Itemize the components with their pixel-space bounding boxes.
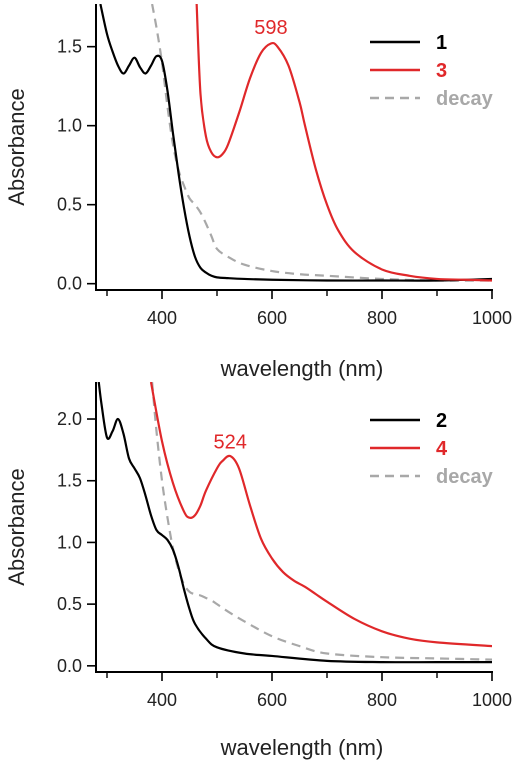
x-tick-label: 400 xyxy=(147,690,177,710)
y-axis-title: Absorbance xyxy=(4,468,29,585)
x-tick-label: 1000 xyxy=(472,690,512,710)
x-tick-label: 400 xyxy=(147,308,177,328)
peak-annotation: 598 xyxy=(254,17,287,39)
series-line-compound-1 xyxy=(99,4,492,282)
x-axis-title: wavelength (nm) xyxy=(220,735,384,760)
y-tick-label: 1.0 xyxy=(57,532,82,552)
x-tick-label: 800 xyxy=(367,308,397,328)
legend-label: 4 xyxy=(436,438,448,460)
legend-label: 3 xyxy=(436,60,447,82)
x-tick-label: 600 xyxy=(257,690,287,710)
y-tick-label: 1.0 xyxy=(57,116,82,136)
series-line-decay xyxy=(151,4,492,282)
series-line-compound-2 xyxy=(97,382,492,664)
y-tick-label: 1.5 xyxy=(57,37,82,57)
top-panel: 400 600 800 1000 0.0 0.5 1.0 1.5 wavelength (nm)… xyxy=(4,4,512,381)
legend-label: 1 xyxy=(436,32,447,54)
peak-annotation: 524 xyxy=(214,432,247,454)
y-tick-label: 0.0 xyxy=(57,274,82,294)
legend-label: decay xyxy=(436,88,494,110)
y-tick-label: 0.5 xyxy=(57,195,82,215)
series-line-decay xyxy=(151,382,492,661)
y-tick-label: 2.0 xyxy=(57,409,82,429)
bottom-panel: 400 600 800 1000 0.0 0.5 1.0 1.5 2.0 wavelength (… xyxy=(4,382,512,760)
y-tick-label: 0.0 xyxy=(57,656,82,676)
series-line-compound-4 xyxy=(149,382,492,648)
x-axis-title: wavelength (nm) xyxy=(220,356,384,381)
legend-label: decay xyxy=(436,466,494,488)
x-tick-label: 1000 xyxy=(472,308,512,328)
x-tick-label: 600 xyxy=(257,308,287,328)
y-tick-label: 1.5 xyxy=(57,471,82,491)
series-line-compound-3 xyxy=(195,4,492,282)
x-tick-label: 800 xyxy=(367,690,397,710)
y-axis-title: Absorbance xyxy=(4,88,29,205)
y-tick-label: 0.5 xyxy=(57,594,82,614)
legend-label: 2 xyxy=(436,410,447,432)
